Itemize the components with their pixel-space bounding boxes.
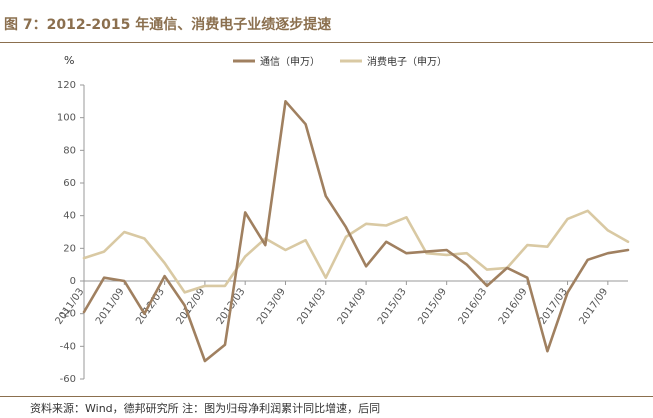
- legend-label-1: 通信（申万）: [260, 55, 320, 68]
- title-rule: [0, 42, 653, 43]
- x-tick-label: 2015/09: [416, 286, 449, 326]
- series-line-1: [82, 100, 630, 363]
- x-tick-label: 2015/03: [376, 286, 409, 326]
- y-axis-unit: %: [64, 54, 75, 67]
- y-tick-label: -60: [60, 374, 76, 385]
- source-note: 资料来源：Wind，德邦研究所 注：图为归母净利润累计同比增速，后同: [30, 402, 381, 415]
- x-tick-label: 2014/03: [295, 286, 328, 326]
- y-tick-label: 100: [57, 113, 76, 124]
- x-tick-label: 2013/09: [255, 286, 288, 326]
- y-tick-label: -20: [60, 309, 76, 320]
- x-tick-label: 2016/09: [497, 286, 530, 326]
- y-tick-label: 60: [63, 178, 76, 189]
- x-tick-label: 2017/03: [537, 286, 570, 326]
- source-rule: [0, 396, 653, 397]
- x-tick-label: 2016/03: [457, 286, 490, 326]
- y-tick-label: -40: [60, 341, 76, 352]
- legend-label-2: 消费电子（申万）: [367, 55, 447, 68]
- x-tick-label: 2011/09: [94, 286, 127, 326]
- legend: 通信（申万） 消费电子（申万）: [233, 55, 447, 68]
- figure-title: 图 7：2012-2015 年通信、消费电子业绩逐步提速: [4, 17, 332, 33]
- y-tick-label: 80: [63, 145, 76, 156]
- series-layer: [82, 100, 630, 363]
- x-tick-label: 2017/09: [577, 286, 610, 326]
- line-chart: -60 -40 -20 0 20 40 60 80 100 120 2011/03 2011/09 2…: [54, 55, 630, 385]
- series-line-2: [82, 209, 630, 294]
- y-axis: -60 -40 -20 0 20 40 60 80 100 120: [57, 80, 85, 385]
- y-tick-label: 40: [63, 211, 76, 222]
- y-tick-label: 20: [63, 243, 76, 254]
- x-tick-label: 2011/03: [54, 286, 87, 326]
- y-tick-label: 120: [57, 80, 76, 91]
- x-tick-label: 2014/09: [336, 286, 369, 326]
- y-tick-label: 0: [70, 276, 76, 287]
